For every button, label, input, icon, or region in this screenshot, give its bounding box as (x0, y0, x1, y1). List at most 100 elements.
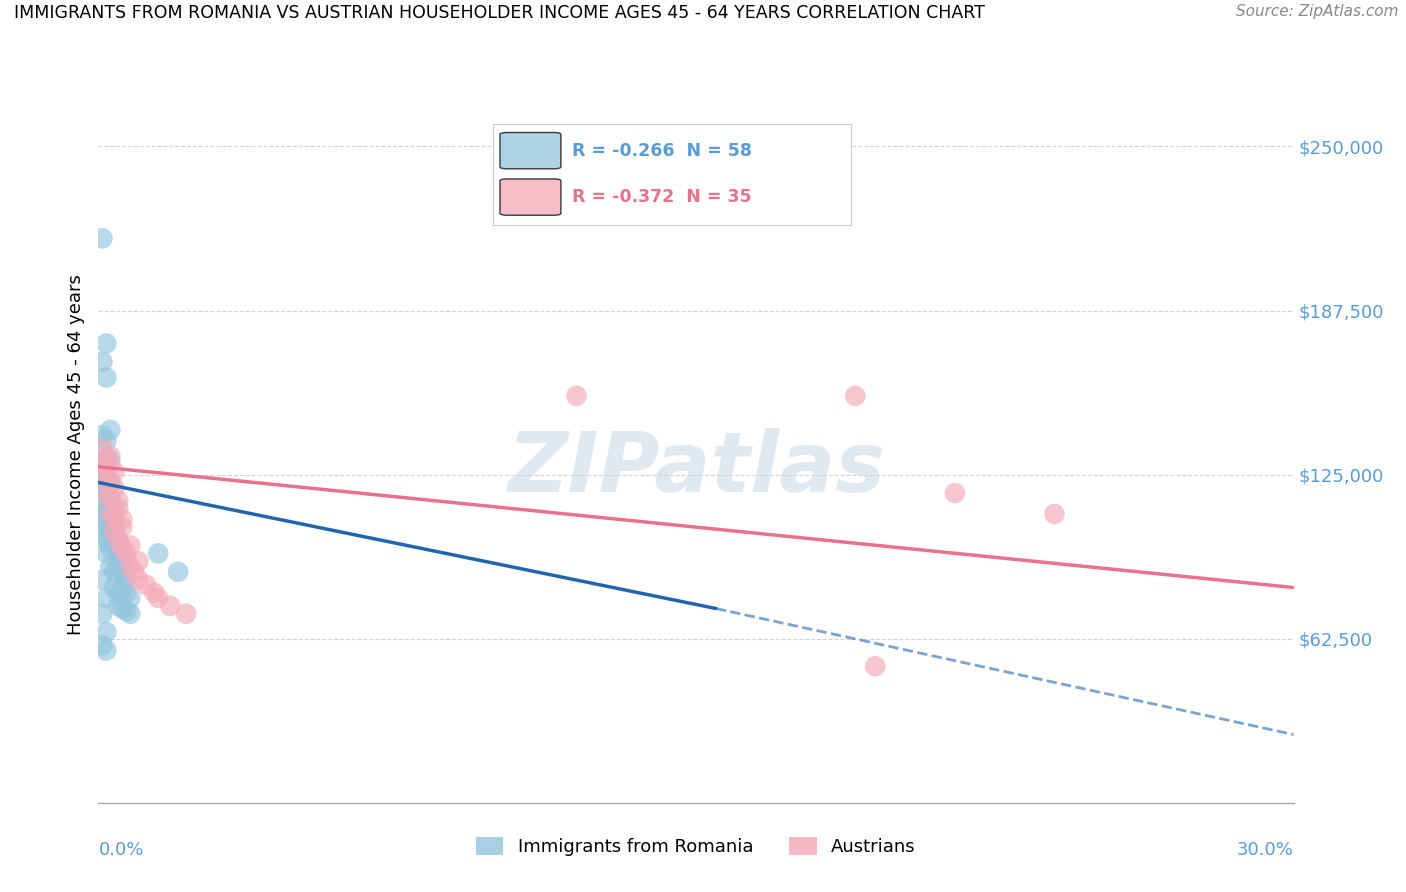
Point (98, 525, 122, 540)
Point (96, 643, 118, 657)
Point (96, 533, 118, 548)
Point (103, 512, 125, 526)
Point (96, 591, 118, 605)
Point (111, 520, 134, 534)
Point (115, 586, 138, 600)
Point (107, 533, 129, 548)
Point (107, 599, 129, 613)
Point (98, 541, 122, 555)
Point (98, 507, 122, 521)
Point (98, 491, 122, 506)
Point (103, 501, 125, 516)
Point (98, 449, 122, 463)
Point (96, 459, 118, 474)
Text: IMMIGRANTS FROM ROMANIA VS AUSTRIAN HOUSEHOLDER INCOME AGES 45 - 64 YEARS CORREL: IMMIGRANTS FROM ROMANIA VS AUSTRIAN HOUS… (14, 4, 986, 22)
Text: ZIPatlas: ZIPatlas (508, 428, 884, 509)
Point (91, 475, 114, 490)
Point (107, 546, 129, 560)
Point (91, 355, 114, 369)
Point (96, 486, 118, 500)
Point (863, 659, 886, 673)
Point (167, 565, 190, 579)
Point (96, 454, 118, 468)
Point (96, 507, 118, 521)
Point (91, 454, 114, 468)
Point (103, 481, 125, 495)
Point (107, 559, 129, 574)
Point (115, 546, 138, 560)
Point (120, 607, 142, 621)
Point (98, 559, 122, 574)
Point (91, 231, 114, 245)
Legend: Immigrants from Romania, Austrians: Immigrants from Romania, Austrians (470, 830, 922, 863)
Point (159, 599, 181, 613)
Point (107, 494, 129, 508)
Point (98, 454, 122, 468)
Point (98, 423, 122, 437)
Point (91, 512, 114, 526)
Point (124, 565, 146, 579)
Point (96, 434, 118, 448)
Point (103, 565, 125, 579)
Point (96, 520, 118, 534)
Point (98, 512, 122, 526)
Point (111, 551, 134, 566)
Point (96, 370, 118, 384)
Point (98, 507, 122, 521)
Point (111, 601, 134, 615)
Point (1043, 507, 1066, 521)
Point (120, 539, 142, 553)
Point (120, 559, 142, 574)
Point (565, 389, 588, 403)
Point (135, 578, 157, 592)
Y-axis label: Householder Income Ages 45 - 64 years: Householder Income Ages 45 - 64 years (66, 275, 84, 635)
Point (96, 486, 118, 500)
Point (91, 607, 114, 621)
Point (96, 486, 118, 500)
Point (103, 520, 125, 534)
Point (111, 565, 134, 579)
Point (96, 336, 118, 351)
Point (103, 525, 125, 540)
Point (98, 475, 122, 490)
Point (844, 389, 866, 403)
Point (91, 528, 114, 542)
Point (148, 591, 170, 605)
Point (91, 428, 114, 442)
Point (127, 554, 149, 568)
Point (943, 486, 966, 500)
Text: 0.0%: 0.0% (98, 841, 143, 859)
Point (107, 533, 129, 548)
Text: Source: ZipAtlas.com: Source: ZipAtlas.com (1236, 4, 1399, 20)
Point (143, 586, 166, 600)
Point (174, 607, 197, 621)
Point (120, 591, 142, 605)
Point (98, 475, 122, 490)
Point (148, 546, 170, 560)
Point (103, 581, 125, 595)
Point (91, 573, 114, 587)
Point (91, 638, 114, 652)
Point (91, 494, 114, 508)
Point (103, 465, 125, 479)
Point (127, 573, 149, 587)
Text: 30.0%: 30.0% (1237, 841, 1294, 859)
Point (98, 491, 122, 506)
Point (96, 501, 118, 516)
Point (107, 586, 129, 600)
Point (107, 501, 129, 516)
Point (111, 581, 134, 595)
Point (111, 512, 134, 526)
Point (115, 573, 138, 587)
Point (91, 442, 114, 456)
Point (115, 604, 138, 618)
Point (103, 539, 125, 553)
Point (91, 467, 114, 482)
Point (96, 546, 118, 560)
Point (96, 467, 118, 482)
Point (91, 481, 114, 495)
Point (111, 541, 134, 555)
Point (96, 449, 118, 463)
Point (91, 459, 114, 474)
Point (96, 625, 118, 640)
